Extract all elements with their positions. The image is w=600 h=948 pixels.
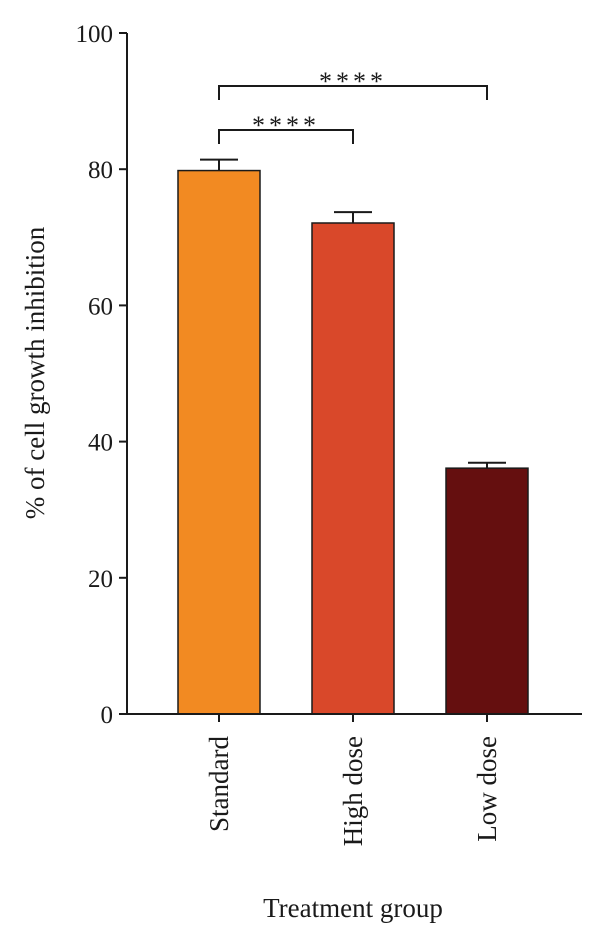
significance-bracket (218, 85, 488, 100)
x-tick-label: High dose (338, 736, 368, 846)
y-tick-label: 40 (88, 430, 113, 457)
bar (311, 222, 395, 715)
y-tick-label: 60 (88, 293, 113, 320)
y-tick-label: 100 (76, 21, 114, 48)
error-bars (200, 158, 506, 469)
x-tick-label: Standard (204, 736, 234, 832)
significance-brackets: **** **** (218, 67, 488, 144)
bar (177, 169, 261, 715)
y-tick-label: 0 (101, 702, 114, 729)
y-axis-title: % of cell growth inhibition (20, 226, 50, 519)
y-tick-label: 20 (88, 566, 113, 593)
x-axis: Standard High dose Low dose (127, 713, 582, 846)
significance-bracket (218, 129, 354, 144)
y-tick-label: 80 (88, 157, 113, 184)
x-axis-title: Treatment group (263, 893, 443, 923)
bar (445, 467, 529, 715)
bars (177, 169, 529, 715)
x-tick-label: Low dose (472, 736, 502, 842)
y-axis: 0 20 40 60 80 100 (76, 21, 128, 729)
significance-label: **** (252, 111, 320, 140)
significance-label: **** (319, 67, 387, 96)
